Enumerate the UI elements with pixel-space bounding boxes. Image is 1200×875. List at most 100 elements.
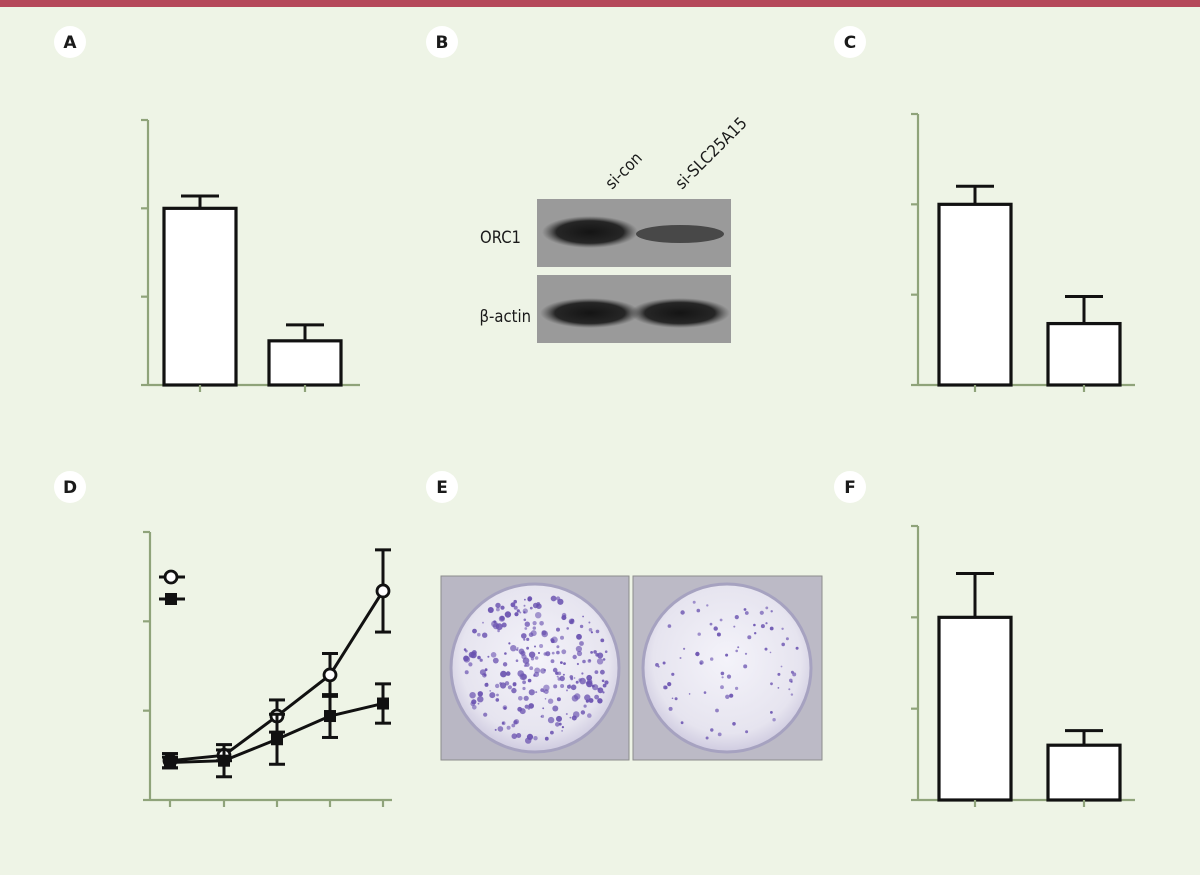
colony-dot — [533, 736, 538, 741]
colony-dot — [744, 652, 748, 655]
colony-dot — [523, 664, 527, 667]
colony-dot — [556, 675, 559, 678]
colony-dot — [541, 630, 548, 638]
colony-dot — [496, 607, 500, 612]
colony-dot — [468, 662, 473, 667]
colony-dot — [513, 605, 518, 610]
colony-dot — [713, 626, 718, 631]
colony-dot — [729, 693, 734, 698]
colony-dot — [576, 650, 583, 657]
colony-dot — [745, 730, 749, 734]
colony-dot — [717, 732, 722, 737]
data-point-filled-square — [324, 710, 336, 723]
chart-panel-f — [911, 524, 1135, 807]
colony-dot — [567, 684, 571, 689]
colony-dot — [715, 708, 719, 713]
colony-dot — [572, 711, 580, 718]
colony-dot — [770, 610, 773, 613]
colony-dot — [735, 649, 738, 653]
colony-dot — [500, 605, 505, 610]
colony-dot — [604, 650, 608, 653]
blot-lane-label-si-slc25a15: si-SLC25A15 — [671, 113, 750, 192]
colony-dot — [734, 615, 739, 620]
colony-dot — [772, 718, 776, 722]
colony-dot — [530, 630, 537, 637]
colony-dot — [482, 632, 488, 638]
colony-dot — [720, 671, 725, 676]
colony-dot — [543, 684, 550, 691]
blot-lane-label-si-con: si-con — [601, 148, 645, 192]
colony-dot — [510, 645, 517, 652]
colony-dot — [495, 683, 500, 689]
colony-dot — [593, 650, 597, 654]
colony-dot — [580, 710, 586, 715]
data-point-open-circle — [375, 583, 391, 599]
colony-dot — [504, 652, 507, 655]
chart-panel-d — [143, 530, 392, 807]
colony-dot — [692, 600, 696, 604]
colony-dot — [534, 667, 541, 674]
colony-dot — [572, 654, 577, 660]
colony-dot — [597, 652, 604, 659]
colony-dot — [721, 676, 724, 679]
colony-dot — [519, 611, 522, 614]
colony-dot — [533, 674, 536, 677]
colony-dot — [561, 612, 567, 618]
colony-dot — [556, 645, 560, 649]
colony-dot — [526, 733, 534, 741]
colony-dot — [576, 633, 582, 640]
blot-row-label-beta-actin: β-actin — [480, 307, 531, 326]
bar-si-con — [937, 615, 1013, 802]
colony-dot — [483, 673, 487, 677]
colony-dot — [539, 644, 544, 648]
colony-dot — [494, 728, 497, 731]
colony-dot — [562, 673, 565, 676]
colony-dot — [532, 621, 537, 626]
bar-si-con — [162, 206, 238, 387]
colony-dot — [585, 699, 590, 703]
colony-dot — [477, 696, 484, 703]
colony-dot — [526, 637, 530, 642]
colony-dot — [540, 688, 545, 692]
colony-dot — [463, 655, 469, 662]
colony-dot — [657, 665, 660, 668]
colony-dot — [560, 635, 564, 640]
colony-dot — [584, 694, 591, 701]
colony-dot — [565, 713, 568, 715]
colony-dot — [590, 651, 593, 654]
colony-dot — [477, 702, 480, 705]
colony-dot — [522, 608, 528, 614]
colony-dot — [579, 641, 584, 646]
blot-band-actin-si-con — [540, 298, 640, 328]
colony-dot — [719, 618, 723, 622]
colony-dot — [576, 662, 580, 666]
colony-dot — [569, 716, 572, 719]
colony-dot — [479, 669, 486, 676]
colony-dot — [765, 606, 769, 610]
bar-si-slc25a15 — [1046, 743, 1122, 802]
colony-dish-si-con — [449, 582, 621, 754]
colony-dot — [523, 695, 529, 701]
colony-dot — [535, 691, 538, 694]
colony-dot — [556, 596, 561, 601]
colony-dot — [507, 685, 512, 690]
colony-dot — [683, 647, 686, 650]
colony-dot — [522, 686, 526, 691]
colony-dot — [671, 672, 675, 676]
colony-dot — [500, 682, 507, 689]
data-point-filled-square — [377, 697, 389, 710]
data-point-filled-square — [271, 733, 283, 746]
colony-dot — [743, 608, 747, 611]
colony-dot — [542, 707, 545, 710]
colony-dot — [545, 651, 551, 657]
colony-dot — [518, 696, 523, 701]
colony-dot — [483, 712, 488, 717]
data-point-filled-square — [164, 756, 176, 769]
colony-dot — [561, 649, 567, 655]
colony-dot — [552, 667, 558, 673]
colony-dot — [511, 733, 518, 739]
colony-dot — [479, 658, 483, 662]
colony-dot — [497, 629, 500, 633]
colony-dot — [500, 670, 507, 678]
colony-dot — [590, 631, 594, 634]
